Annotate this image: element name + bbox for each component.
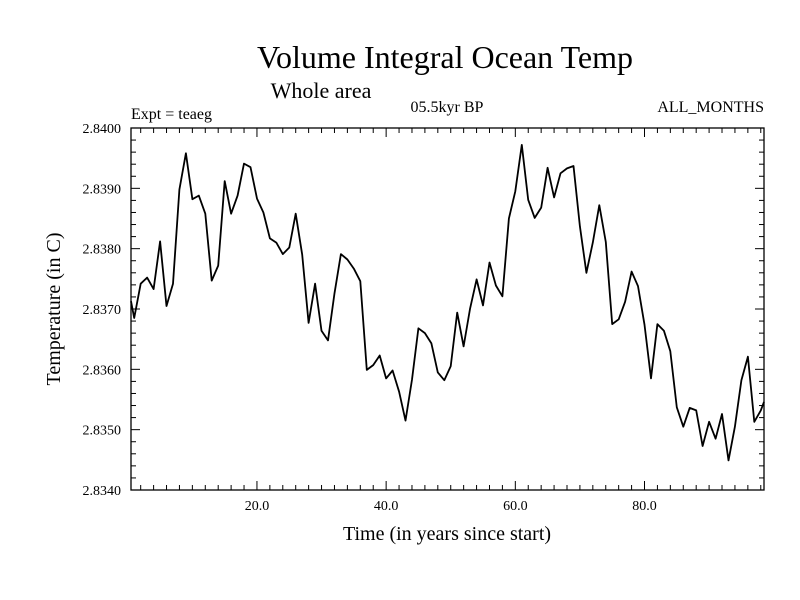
y-tick-label: 2.8370 (83, 303, 122, 318)
x-axis-label: Time (in years since start) (343, 523, 551, 545)
plot-frame (130, 127, 765, 491)
x-tick-label: 80.0 (632, 499, 657, 514)
chart-subtitle: Whole area (271, 78, 372, 103)
x-tick-label: 20.0 (245, 499, 270, 514)
x-tick-label: 60.0 (503, 499, 528, 514)
y-tick-label: 2.8400 (83, 122, 122, 137)
axis-ticks (131, 127, 764, 491)
y-tick-label: 2.8340 (83, 484, 122, 499)
y-tick-label: 2.8350 (83, 424, 122, 439)
months-label: ALL_MONTHS (657, 99, 764, 116)
y-axis-label: Temperature (in C) (43, 233, 65, 386)
x-tick-label: 40.0 (374, 499, 399, 514)
period-label: 05.5kyr BP (411, 99, 484, 116)
expt-label: Expt = teaeg (131, 106, 212, 123)
chart-title: Volume Integral Ocean Temp (257, 39, 633, 75)
y-tick-label: 2.8360 (83, 363, 122, 378)
y-tick-label: 2.8390 (83, 182, 122, 197)
series-line-teaeg (130, 144, 765, 462)
y-tick-label: 2.8380 (83, 243, 122, 258)
tick-labels: 20.0 40.0 60.0 80.0 2.8340 2.8350 2.8360 2.8370… (83, 122, 657, 514)
